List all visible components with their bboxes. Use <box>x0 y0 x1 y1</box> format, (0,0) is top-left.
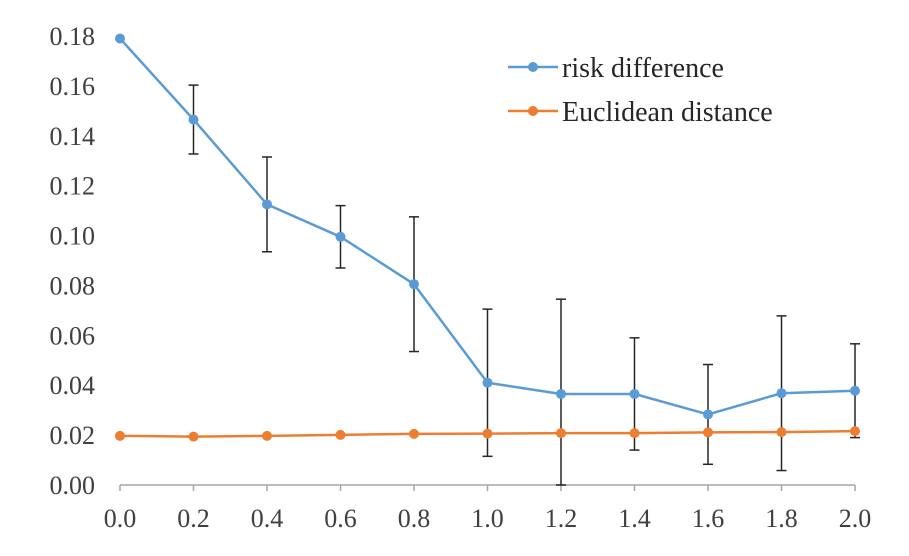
y-tick-label: 0.02 <box>50 421 96 450</box>
data-point-euclidean-distance <box>115 430 125 441</box>
x-tick-label: 0.2 <box>177 504 210 533</box>
data-point-risk-difference <box>482 377 493 388</box>
x-tick-label: 1.8 <box>765 504 798 533</box>
data-point-euclidean-distance <box>629 428 640 439</box>
x-tick-label: 0.6 <box>324 504 357 533</box>
data-point-euclidean-distance <box>482 428 493 439</box>
x-tick-label: 1.6 <box>692 504 725 533</box>
legend-label-risk-difference: risk difference <box>562 53 724 84</box>
data-point-euclidean-distance <box>703 427 713 438</box>
legend-item-risk-difference: risk difference <box>508 53 724 84</box>
x-axis-ticks: 0.0 0.2 0.4 0.6 0.8 1.0 1.2 1.4 1.6 1.8 2.0 <box>104 485 872 533</box>
data-point-euclidean-distance <box>776 427 787 438</box>
data-point-risk-difference <box>629 388 640 399</box>
y-tick-label: 0.18 <box>50 22 96 51</box>
data-point-risk-difference <box>115 33 125 44</box>
legend-label-euclidean-distance: Euclidean distance <box>562 97 773 128</box>
data-point-euclidean-distance <box>335 429 346 440</box>
x-tick-label: 0.0 <box>104 504 137 533</box>
x-tick-label: 0.8 <box>398 504 431 533</box>
x-tick-label: 1.0 <box>471 504 504 533</box>
data-point-risk-difference <box>409 279 419 290</box>
legend-marker-euclidean-distance <box>528 106 538 116</box>
data-point-euclidean-distance <box>850 426 860 437</box>
y-tick-label: 0.14 <box>50 122 96 151</box>
data-point-risk-difference <box>335 231 346 242</box>
x-tick-label: 1.2 <box>545 504 578 533</box>
x-tick-label: 0.4 <box>251 504 284 533</box>
y-tick-label: 0.04 <box>50 371 96 400</box>
y-tick-label: 0.16 <box>50 72 96 101</box>
y-tick-label: 0.12 <box>50 172 96 201</box>
y-axis-ticks: 0.00 0.02 0.04 0.06 0.08 0.10 0.12 0.14 0.16 0.18 <box>50 22 96 500</box>
data-point-euclidean-distance <box>262 430 272 441</box>
series-layer <box>115 33 860 442</box>
data-point-risk-difference <box>776 388 787 399</box>
data-point-euclidean-distance <box>188 431 199 442</box>
y-tick-label: 0.00 <box>50 471 96 500</box>
x-tick-label: 2.0 <box>839 504 872 533</box>
data-point-risk-difference <box>262 199 272 210</box>
legend-item-euclidean-distance: Euclidean distance <box>508 97 773 128</box>
data-point-euclidean-distance <box>556 428 566 439</box>
legend: risk difference Euclidean distance <box>508 53 773 128</box>
data-point-risk-difference <box>188 114 199 125</box>
legend-marker-risk-difference <box>528 62 538 72</box>
y-tick-label: 0.06 <box>50 321 96 350</box>
data-point-risk-difference <box>850 385 860 396</box>
data-point-euclidean-distance <box>409 428 419 439</box>
y-tick-label: 0.08 <box>50 271 96 300</box>
data-point-risk-difference <box>556 388 566 399</box>
y-tick-label: 0.10 <box>50 222 96 251</box>
x-tick-label: 1.4 <box>618 504 651 533</box>
error-bars <box>188 84 860 486</box>
data-point-risk-difference <box>703 409 713 420</box>
